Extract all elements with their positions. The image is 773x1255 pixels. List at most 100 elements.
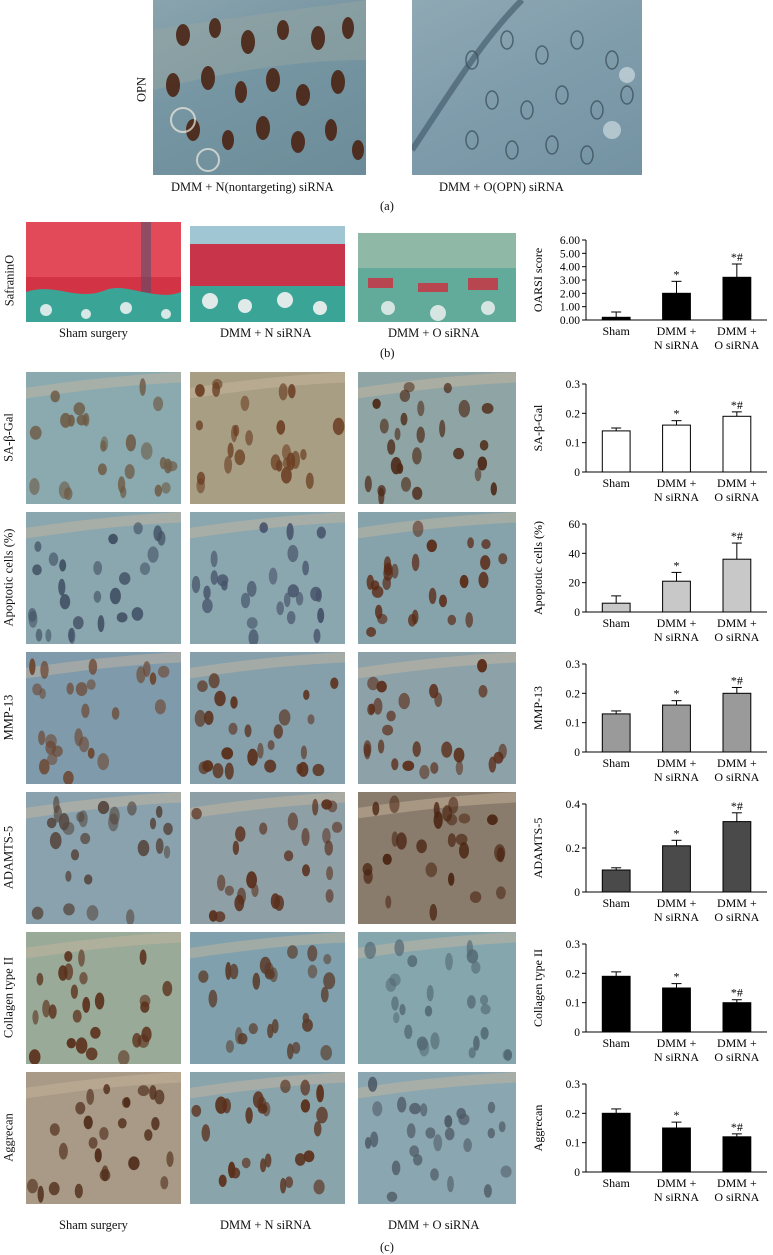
caption-c-dmm-n: DMM + N siRNA — [220, 1218, 312, 1232]
y-tick-label: 0 — [574, 1167, 580, 1179]
bar — [601, 869, 631, 893]
ihc-cells-aggrecan-sham — [26, 1072, 181, 1203]
y-tick-label: 40 — [569, 548, 581, 560]
x-category-label: N siRNA — [654, 490, 699, 504]
caption-b-dmm-o: DMM + O siRNA — [388, 326, 480, 340]
x-category-label: O siRNA — [714, 490, 759, 504]
ihc-image-aggrecan-dmm-o — [358, 1072, 516, 1204]
row-label-adamts-5: ADAMTS-5 — [1, 825, 16, 890]
chart-oarsi-score: OARSI score 0.001.00 2.003.004.00 5.006.00 S… — [531, 235, 767, 352]
x-category-label: DMM + — [717, 756, 757, 770]
ihc-cells-mmp-13-sham — [26, 652, 181, 784]
ihc-image-collagen-ii-dmm-o — [358, 932, 516, 1064]
ihc-image-aggrecan-dmm-n — [190, 1072, 345, 1204]
ihc-cells-apoptotic-dmm-o — [358, 512, 516, 637]
y-tick-label: 0.1 — [566, 718, 581, 730]
safranin-image-sham — [26, 222, 181, 322]
x-category-label: N siRNA — [654, 630, 699, 644]
ihc-image-apoptotic-dmm-o — [358, 512, 516, 644]
y-tick-label: 60 — [569, 519, 581, 531]
y-tick-label: 0 — [574, 1027, 580, 1039]
caption-c-dmm-o: DMM + O siRNA — [388, 1218, 480, 1232]
bar — [662, 580, 691, 613]
ihc-image-mmp-13-dmm-o — [358, 652, 516, 784]
caption-b-dmm-n: DMM + N siRNA — [220, 326, 312, 340]
significance-marker: *# — [731, 398, 743, 412]
y-axis-label: Aggrecan — [531, 1105, 545, 1152]
y-tick-label: 0.1 — [566, 1138, 581, 1150]
x-category-label: N siRNA — [654, 770, 699, 784]
y-tick-label: 0 — [574, 607, 580, 619]
ihc-cells-sa-beta-gal-dmm-o — [358, 372, 516, 504]
significance-marker: *# — [731, 250, 743, 264]
significance-marker: *# — [731, 986, 743, 1000]
safranin-image-dmm-n — [190, 226, 345, 322]
x-category-label: DMM + — [657, 896, 697, 910]
y-tick-label: 0.3 — [566, 379, 581, 391]
x-category-label: DMM + — [657, 1036, 697, 1050]
row-label-apoptotic: Apoptotic cells (%) — [1, 528, 16, 627]
opn-image-opn-sirna — [412, 0, 642, 175]
bar — [722, 1002, 752, 1033]
ihc-image-collagen-ii-sham — [26, 932, 181, 1064]
x-category-label: DMM + — [717, 1036, 757, 1050]
significance-marker: * — [674, 970, 680, 984]
safranin-dmm-o-stain — [358, 233, 516, 321]
y-tick-label: 4.00 — [560, 262, 580, 274]
x-category-label: O siRNA — [714, 1050, 759, 1064]
y-tick-label: 0 — [574, 467, 580, 479]
significance-marker: *# — [731, 529, 743, 543]
y-tick-label: 0.3 — [566, 939, 581, 951]
bar — [722, 276, 752, 321]
safranin-image-dmm-o — [358, 233, 516, 322]
x-category-label: DMM + — [717, 896, 757, 910]
bar — [601, 975, 631, 1033]
y-axis-label: ADAMTS-5 — [531, 818, 545, 879]
row-label-collagen-ii: Collagen type II — [1, 956, 16, 1039]
y-tick-label: 2.00 — [560, 288, 580, 300]
significance-marker: *# — [731, 1120, 743, 1134]
y-axis-label: OARSI score — [531, 248, 545, 312]
x-category-label: N siRNA — [654, 338, 699, 352]
y-tick-label: 6.00 — [560, 235, 580, 247]
bar — [662, 704, 691, 753]
y-axis-label: Collagen type II — [531, 949, 545, 1027]
caption-opn-nontargeting: DMM + N(nontargeting) siRNA — [171, 180, 334, 194]
bar — [722, 821, 752, 893]
bar — [722, 692, 752, 753]
x-category-label: O siRNA — [714, 338, 759, 352]
significance-marker: * — [674, 407, 680, 421]
ihc-image-adamts-5-dmm-o — [358, 792, 516, 924]
safranin-sham-stain — [26, 222, 181, 322]
ihc-cells-collagen-ii-dmm-o — [358, 932, 516, 1061]
y-tick-label: 0 — [574, 887, 580, 899]
x-category-label: Sham — [602, 324, 630, 338]
ihc-image-collagen-ii-dmm-n — [190, 932, 345, 1064]
y-tick-label: 5.00 — [560, 248, 580, 260]
bar — [662, 987, 691, 1033]
ihc-cells-adamts-5-sham — [26, 792, 181, 924]
opn-nontargeting-stain — [153, 0, 366, 172]
x-category-label: N siRNA — [654, 910, 699, 924]
x-category-label: O siRNA — [714, 630, 759, 644]
y-tick-label: 3.00 — [560, 275, 580, 287]
y-tick-label: 0.4 — [566, 799, 581, 811]
y-tick-label: 0.00 — [560, 315, 580, 327]
y-tick-label: 0.2 — [566, 408, 581, 420]
opn-sirna-stain — [412, 0, 635, 165]
row-label-mmp-13: MMP-13 — [1, 694, 16, 741]
x-category-label: DMM + — [657, 324, 697, 338]
y-axis-label: Apoptotic cells (%) — [531, 521, 545, 615]
y-axis-label: SA-β-Gal — [531, 404, 545, 451]
y-tick-label: 20 — [569, 578, 581, 590]
ihc-image-apoptotic-sham — [26, 512, 181, 644]
x-category-label: DMM + — [717, 476, 757, 490]
opn-image-nontargeting — [153, 0, 366, 175]
x-category-label: DMM + — [657, 616, 697, 630]
row-label-sa-beta-gal: SA-β-Gal — [1, 413, 16, 462]
significance-marker: * — [674, 687, 680, 701]
ihc-image-mmp-13-sham — [26, 652, 181, 784]
y-tick-label: 0.1 — [566, 998, 581, 1010]
